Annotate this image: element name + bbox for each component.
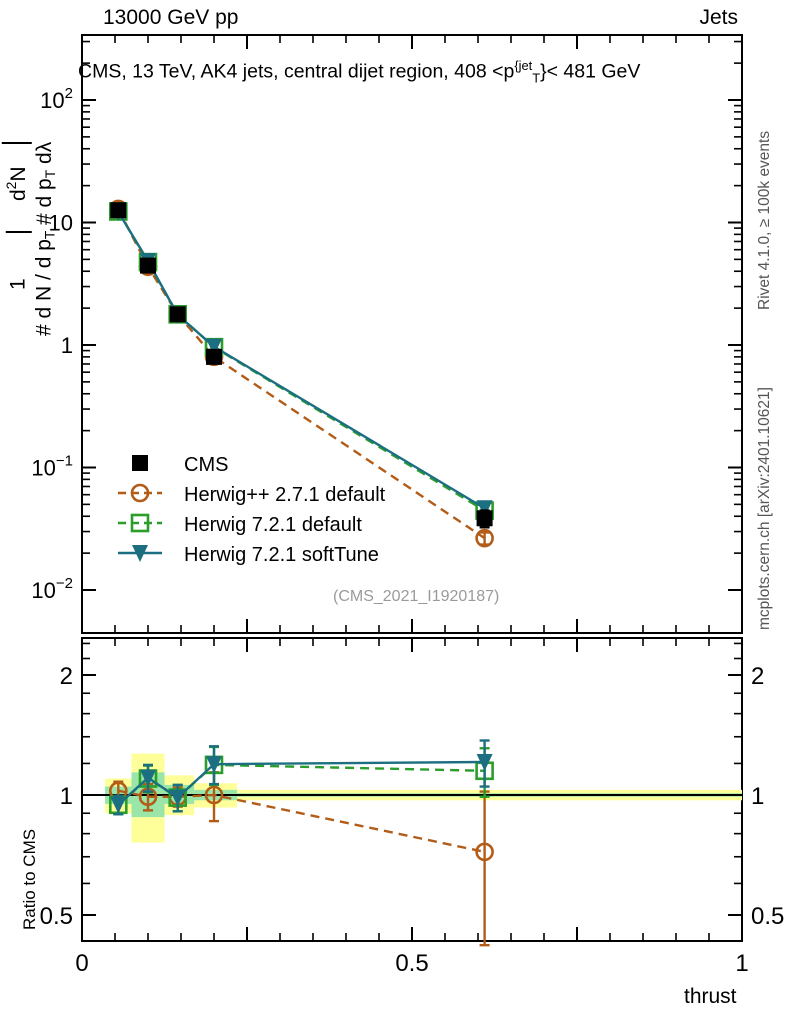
analysis-id-watermark: (CMS_2021_I1920187) <box>333 588 500 605</box>
ratio-series-line-1 <box>117 763 485 806</box>
main-marker-0 <box>110 202 127 219</box>
main-marker-3 <box>206 338 222 356</box>
legend-marker-1 <box>130 483 150 503</box>
ratio-marker-2 <box>110 796 127 814</box>
ratio-marker-2 <box>476 753 493 771</box>
main-marker-0 <box>476 510 493 527</box>
main-ytick-label: 102 <box>40 85 73 113</box>
ratio-ytick-label-right: 0.5 <box>751 903 784 930</box>
xaxis-tick-label: 0.5 <box>395 950 428 977</box>
main-marker-1 <box>475 528 494 548</box>
legend-label-2: Herwig 7.2.1 default <box>184 514 362 536</box>
legend-label-1: Herwig++ 2.7.1 default <box>184 484 386 506</box>
ratio-ytick-label-left: 1 <box>60 783 73 810</box>
legend-label-3: Herwig 7.2.1 softTune <box>184 544 379 566</box>
xaxis-tick-label: 1 <box>735 950 748 977</box>
ratio-marker-0 <box>204 785 224 805</box>
header-category-label: Jets <box>699 6 738 29</box>
header-beam-label: 13000 GeV pp <box>103 6 239 29</box>
legend-marker-3 <box>132 545 148 562</box>
main-ytick-label: 1 <box>61 333 73 358</box>
main-marker-0 <box>206 348 222 365</box>
main-marker-3 <box>476 500 493 518</box>
main-plot-title: CMS, 13 TeV, AK4 jets, central dijet reg… <box>78 58 641 86</box>
legend-label-0: CMS <box>184 454 228 476</box>
xaxis-tick-label: 0 <box>75 950 88 977</box>
main-marker-0 <box>140 257 156 274</box>
ratio-ytick-label-left: 0.5 <box>40 903 73 930</box>
ratio-marker-2 <box>206 756 222 774</box>
main-series-line-2 <box>117 210 486 512</box>
main-ytick-label: 10 <box>49 211 73 236</box>
main-series-line-3 <box>117 211 486 510</box>
main-ytick-label: 10−1 <box>31 453 73 481</box>
ratio-ytick-label-right: 1 <box>751 783 764 810</box>
ratio-ytick-label-left: 2 <box>60 663 73 690</box>
ratio-marker-0 <box>475 842 494 862</box>
ratio-marker-2 <box>169 789 186 807</box>
ratio-marker-2 <box>140 769 156 787</box>
ratio-ytick-label-right: 2 <box>751 663 764 690</box>
legend-marker-2 <box>130 513 150 533</box>
main-ytick-label: 10−2 <box>31 575 73 603</box>
legend-marker-0 <box>132 455 148 471</box>
main-plot-frame <box>81 34 743 634</box>
main-marker-0 <box>169 306 186 323</box>
xaxis-label: thrust <box>684 985 737 1008</box>
